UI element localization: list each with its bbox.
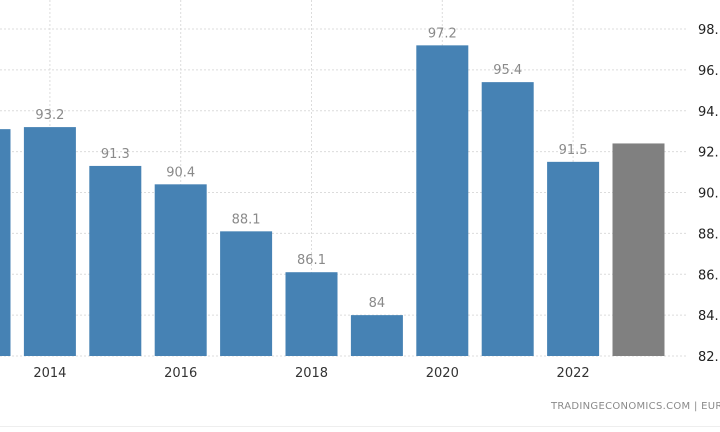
bar [89, 165, 142, 356]
data-label: 91.3 [101, 147, 130, 162]
x-tick-label: 2020 [426, 366, 459, 381]
bar [154, 184, 207, 356]
divider [0, 426, 720, 427]
y-tick-label: 86. [698, 268, 719, 283]
bar [547, 161, 600, 356]
bar [23, 127, 76, 356]
forecast-bar [612, 143, 665, 356]
y-tick-label: 94. [698, 105, 719, 120]
data-label: 90.4 [166, 165, 195, 180]
bar [285, 272, 338, 356]
y-tick-label: 84. [698, 309, 719, 324]
data-label: 91.5 [559, 143, 588, 158]
data-label: 84 [369, 296, 386, 311]
data-label: 95.4 [493, 63, 522, 78]
x-tick-label: 2018 [295, 366, 328, 381]
y-tick-label: 92. [698, 146, 719, 161]
source-credit[interactable]: TRADINGECONOMICS.COM | EURO [551, 401, 720, 412]
y-tick-label: 82. [698, 350, 719, 365]
y-tick-label: 98. [698, 23, 719, 38]
data-label: 86.1 [297, 253, 326, 268]
data-label: 88.1 [232, 212, 261, 227]
data-label: 93.2 [35, 108, 64, 123]
y-tick-label: 90. [698, 187, 719, 202]
y-tick-label: 96. [698, 64, 719, 79]
x-tick-label: 2014 [33, 366, 66, 381]
data-label: 97.2 [428, 26, 457, 41]
bar [481, 82, 534, 356]
bar [350, 315, 403, 356]
x-tick-label: 2016 [164, 366, 197, 381]
bar-chart: 82. 84. 86. 88. 90. 92. 94. 96. 98. 2014 2016 2018 2… [0, 0, 719, 381]
bar [416, 45, 469, 356]
x-tick-label: 2022 [557, 366, 590, 381]
bar [0, 129, 11, 356]
y-tick-label: 88. [698, 227, 719, 242]
bar [220, 231, 273, 356]
